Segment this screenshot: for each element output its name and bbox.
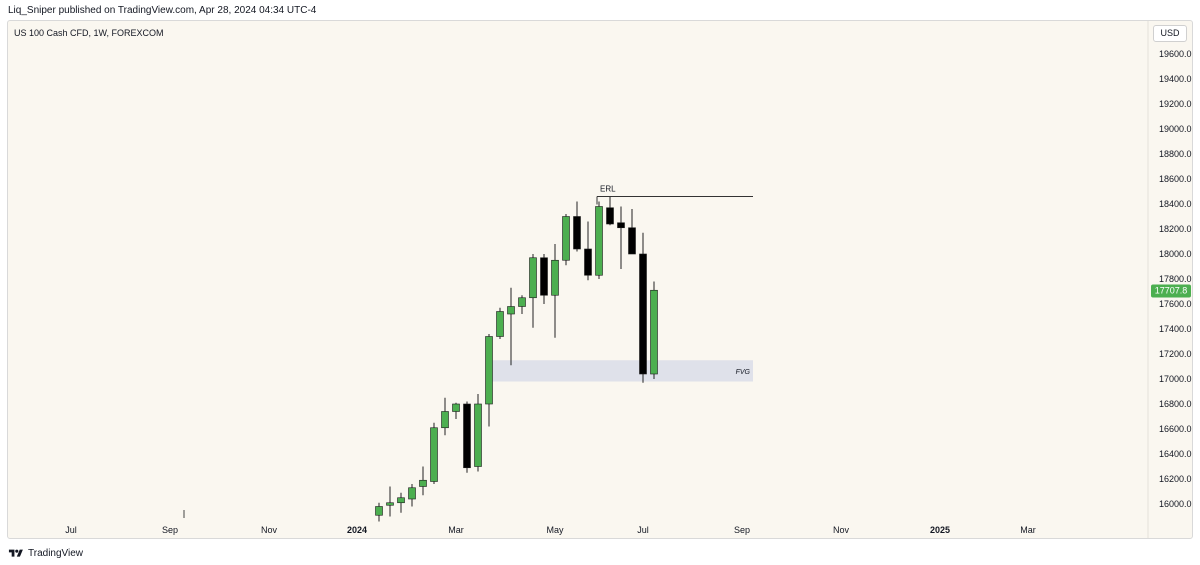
currency-button[interactable]: USD	[1153, 25, 1187, 42]
erl-label: ERL	[600, 185, 616, 194]
y-tick-label: 16600.0	[1159, 424, 1192, 434]
candle-body	[397, 497, 405, 504]
candle-body	[573, 216, 581, 250]
candle-body	[617, 222, 625, 229]
x-tick-label: Jul	[65, 525, 77, 535]
y-tick-label: 16200.0	[1159, 474, 1192, 484]
x-tick-label: Nov	[261, 525, 278, 535]
candle-body	[474, 403, 482, 467]
fvg-zone	[489, 360, 753, 382]
footer-brand: TradingView	[28, 547, 84, 559]
candle-body	[408, 487, 416, 500]
y-tick-label: 18800.0	[1159, 149, 1192, 159]
y-tick-label: 18400.0	[1159, 199, 1192, 209]
candle-body	[529, 257, 537, 299]
chart-panel[interactable]: 16000.0 16200.0 16400.0 16600.0 16800.0 17000…	[7, 20, 1193, 539]
x-tick-label: Sep	[734, 525, 750, 535]
last-price-tag	[1151, 284, 1191, 298]
y-tick-label: 19200.0	[1159, 99, 1192, 109]
candle-body	[562, 216, 570, 261]
candlestick-chart[interactable]: 16000.0 16200.0 16400.0 16600.0 16800.0 17000…	[8, 21, 1193, 539]
y-tick-label: 18600.0	[1159, 174, 1192, 184]
x-tick-label: Mar	[1020, 525, 1036, 535]
candle-body	[375, 506, 383, 516]
y-tick-label: 17400.0	[1159, 324, 1192, 334]
candle-body	[650, 289, 658, 375]
candle-body	[496, 311, 504, 337]
candle-body	[540, 257, 548, 296]
x-tick-label: May	[546, 525, 564, 535]
y-tick-label: 16800.0	[1159, 399, 1192, 409]
y-tick-label: 19600.0	[1159, 49, 1192, 59]
candle-body	[507, 306, 515, 315]
y-tick-label: 17800.0	[1159, 274, 1192, 284]
symbol-title: US 100 Cash CFD, 1W, FOREXCOM	[14, 28, 164, 38]
y-tick-label: 19400.0	[1159, 74, 1192, 84]
x-tick-label: Mar	[448, 525, 464, 535]
x-tick-label: Nov	[833, 525, 850, 535]
candle-body	[430, 427, 438, 482]
x-tick-label: Sep	[162, 525, 178, 535]
candle-body	[485, 336, 493, 405]
y-tick-label: 18000.0	[1159, 249, 1192, 259]
candle-body	[452, 403, 460, 412]
x-tick-label: 2024	[347, 525, 367, 535]
candle-body	[419, 479, 427, 487]
x-tick-label: 2025	[930, 525, 950, 535]
candle-body	[628, 227, 636, 255]
y-tick-label: 17600.0	[1159, 299, 1192, 309]
y-tick-label: 16400.0	[1159, 449, 1192, 459]
candle-body	[463, 403, 471, 469]
fvg-label: FVG	[736, 369, 751, 376]
y-tick-label: 18200.0	[1159, 224, 1192, 234]
y-tick-label: 16000.0	[1159, 499, 1192, 509]
tradingview-logo-icon	[8, 549, 23, 557]
candle-body	[551, 259, 559, 296]
x-tick-label: Jul	[637, 525, 649, 535]
candle-body	[595, 206, 603, 276]
candle-body	[606, 207, 614, 225]
candle-body	[639, 253, 647, 375]
candle-body	[518, 297, 526, 307]
footer: TradingView	[8, 545, 83, 561]
published-line: Liq_Sniper published on TradingView.com,…	[8, 5, 317, 16]
candle-body	[386, 502, 394, 506]
y-tick-label: 17200.0	[1159, 349, 1192, 359]
candle-body	[584, 248, 592, 276]
publish-header: Liq_Sniper published on TradingView.com,…	[0, 0, 1200, 20]
last-price-label: 17707.8	[1155, 286, 1188, 296]
candle-body	[441, 411, 449, 429]
y-tick-label: 19000.0	[1159, 124, 1192, 134]
y-tick-label: 17000.0	[1159, 374, 1192, 384]
